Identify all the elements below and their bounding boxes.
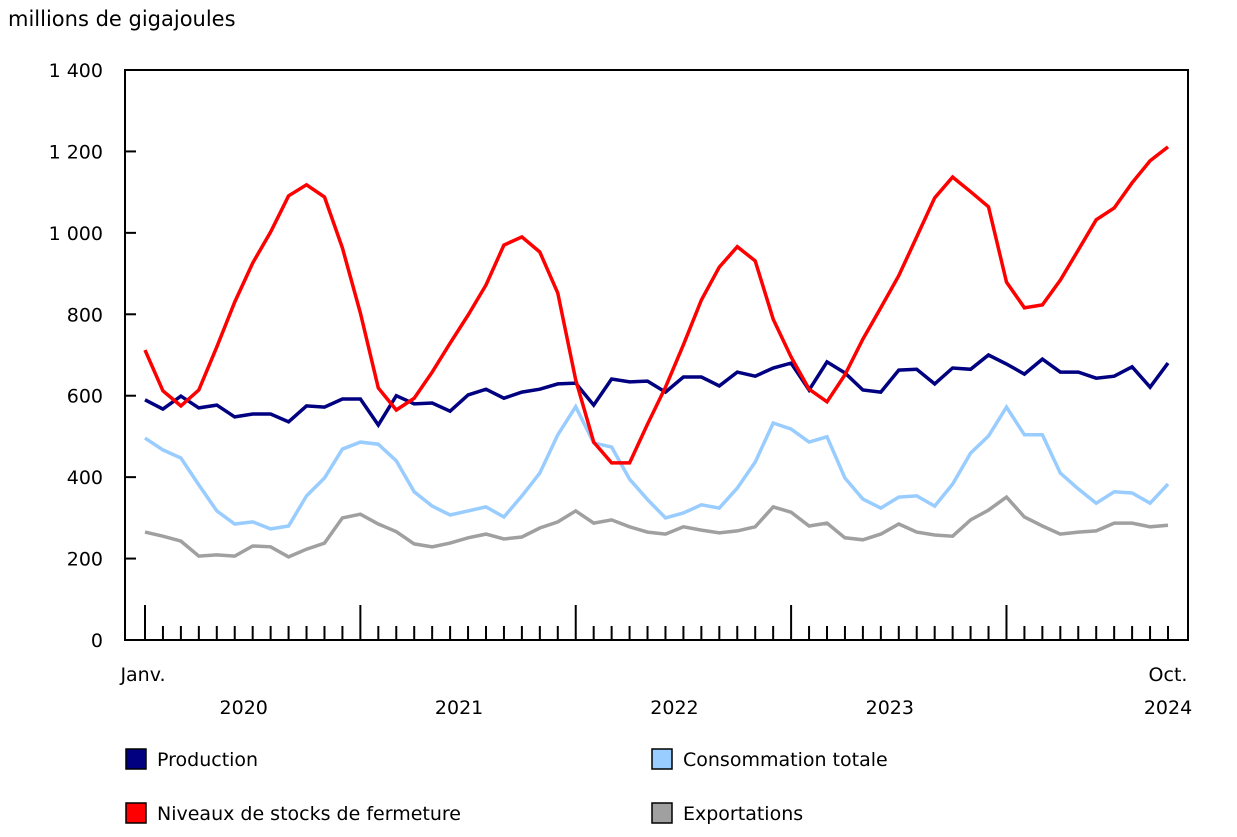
y-tick-label: 1 200 <box>49 141 103 163</box>
legend-swatch <box>125 802 147 824</box>
legend-label: Consommation totale <box>683 749 888 771</box>
legend-label: Exportations <box>683 803 803 825</box>
legend-swatch <box>651 802 673 824</box>
y-tick-label: 400 <box>67 467 103 489</box>
x-year-label: 2024 <box>1144 697 1192 719</box>
legend-item: Consommation totale <box>651 748 888 771</box>
legend: Production Consommation totale Niveaux de … <box>125 748 888 825</box>
legend-label: Production <box>157 749 258 771</box>
legend-swatch <box>125 748 147 770</box>
legend-swatch <box>651 748 673 770</box>
x-year-labels: 2020 2021 2022 2023 2024 <box>220 697 1193 719</box>
y-tick-label: 1 000 <box>49 223 103 245</box>
y-axis-title: millions de gigajoules <box>8 7 236 31</box>
y-tick-label: 0 <box>91 630 103 652</box>
series-line-2 <box>143 145 1170 465</box>
series-lines <box>143 145 1170 559</box>
series-line-1 <box>144 403 1170 531</box>
legend-item: Production <box>125 748 258 771</box>
y-tick-label: 1 400 <box>49 60 103 82</box>
x-label-last-month: Oct. <box>1149 664 1188 686</box>
x-year-label: 2021 <box>435 697 483 719</box>
y-tick-label: 800 <box>67 304 103 326</box>
x-year-label: 2023 <box>866 697 914 719</box>
legend-item: Exportations <box>651 802 803 825</box>
y-tick-label: 200 <box>67 549 103 571</box>
series-line-3 <box>144 494 1169 559</box>
x-axis <box>144 605 1169 640</box>
plot-frame <box>124 69 1189 641</box>
series-line-0 <box>144 352 1170 429</box>
legend-label: Niveaux de stocks de fermeture <box>157 803 461 825</box>
x-year-label: 2020 <box>220 697 268 719</box>
y-axis: 0 200 400 600 800 1 000 1 200 1 400 <box>49 60 136 652</box>
y-tick-label: 600 <box>67 386 103 408</box>
x-year-label: 2022 <box>650 697 698 719</box>
x-label-first-month: Janv. <box>119 664 165 686</box>
legend-item: Niveaux de stocks de fermeture <box>125 802 461 825</box>
